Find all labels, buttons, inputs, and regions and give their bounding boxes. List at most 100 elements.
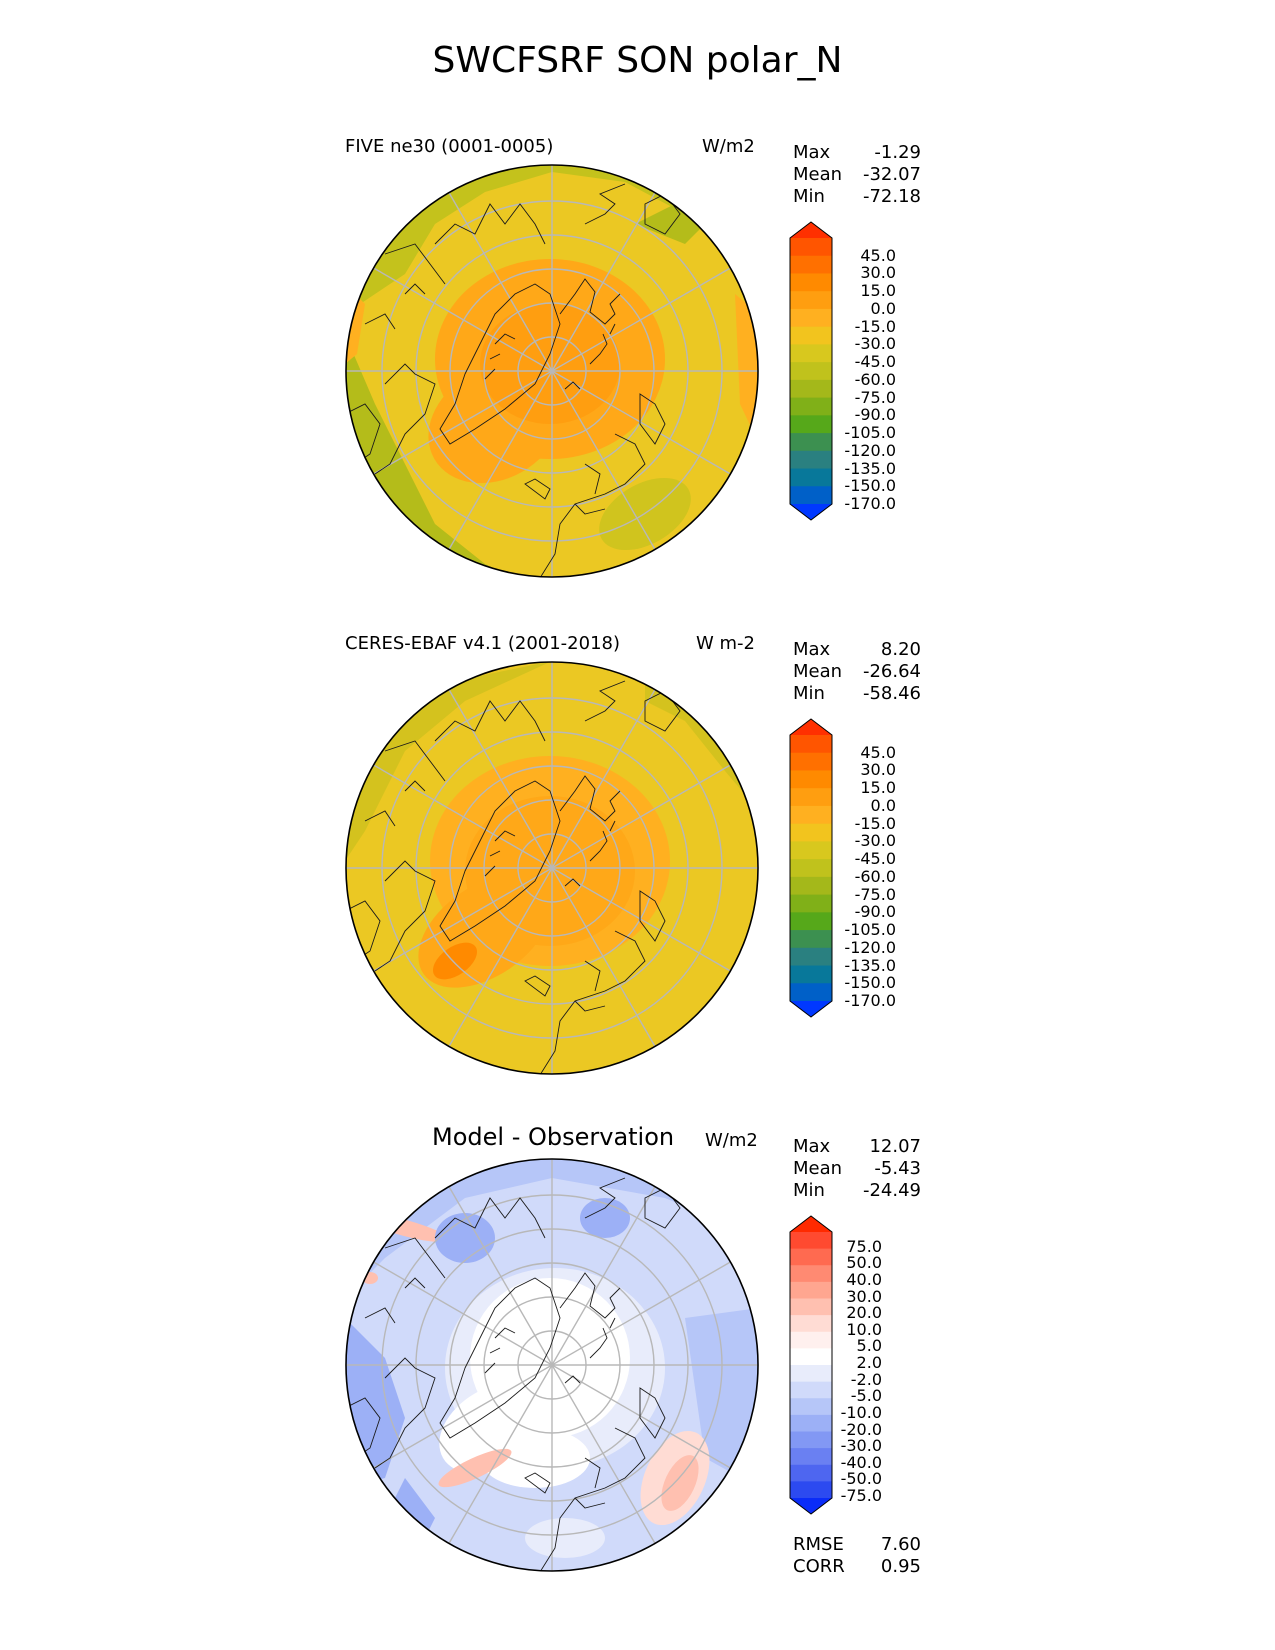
colorbar-segment xyxy=(790,983,832,1002)
coastline xyxy=(434,1197,546,1239)
colorbar-tick-label: 0.0 xyxy=(870,298,896,318)
colorbar-extend-top xyxy=(790,719,832,735)
colorbar-tick-label: -30.0 xyxy=(854,831,896,851)
colorbar-segment xyxy=(790,1248,832,1266)
colorbar-tick-label: -30.0 xyxy=(854,334,896,354)
coastline xyxy=(559,1272,621,1319)
colorbar-segment xyxy=(790,273,832,292)
colorbar-labels: 45.0 30.0 15.0 0.0 -15.0 -30.0 -45.0 -60.0 -75.0… xyxy=(836,719,896,1017)
colorbar-tick-label: -105.0 xyxy=(844,423,896,443)
colorbar-segment xyxy=(790,1298,832,1316)
stat-mean: Mean -32.07 xyxy=(793,164,921,185)
colorbar-tick-label: -20.0 xyxy=(840,1419,882,1439)
coastline xyxy=(584,183,626,225)
colorbar-segment xyxy=(790,823,832,842)
colorbar-tick-label: 2.0 xyxy=(856,1353,882,1372)
stat-mean: Mean -5.43 xyxy=(793,1158,921,1179)
coastline xyxy=(439,1277,561,1439)
colorbar-tick-label: -60.0 xyxy=(854,369,896,389)
colorbar-segment xyxy=(790,788,832,807)
coastline xyxy=(574,463,606,515)
colorbar-segment xyxy=(790,1348,832,1366)
stat-max: Max 12.07 xyxy=(793,1136,921,1157)
coastline xyxy=(484,830,516,877)
contour-region xyxy=(435,1213,495,1263)
coastline xyxy=(384,1237,446,1279)
colorbar-tick-label: 10.0 xyxy=(846,1319,882,1339)
colorbar xyxy=(789,1215,833,1515)
coastline xyxy=(639,890,666,942)
coastline xyxy=(564,323,616,390)
colorbar-tick-label: 45.0 xyxy=(860,245,896,265)
colorbar-segment xyxy=(790,1431,832,1449)
colorbar-tick-label: 40.0 xyxy=(846,1269,882,1289)
map-boundary xyxy=(345,661,759,1075)
colorbar-tick-label: -45.0 xyxy=(854,849,896,869)
colorbar-segment xyxy=(790,876,832,896)
colorbar-tick-label: 15.0 xyxy=(860,778,896,798)
colorbar-tick-label: -60.0 xyxy=(854,866,896,886)
colorbar-tick-label: -10.0 xyxy=(840,1402,882,1422)
coastline xyxy=(639,1387,666,1439)
colorbar-tick-label: -75.0 xyxy=(854,884,896,904)
colorbar-segment xyxy=(790,468,832,487)
colorbar-tick-label: 5.0 xyxy=(856,1336,882,1356)
coastline xyxy=(484,1327,516,1374)
coastline xyxy=(434,203,546,245)
map-field xyxy=(346,165,758,577)
colorbar-segment xyxy=(790,486,832,505)
coastline xyxy=(584,680,626,722)
colorbar-segment xyxy=(790,308,832,328)
colorbar-segment xyxy=(790,362,832,381)
polar-map xyxy=(345,1158,759,1572)
colorbar-outline xyxy=(789,1215,833,1515)
coastline xyxy=(439,780,561,942)
polar-map xyxy=(345,164,759,578)
colorbar-tick-label: -75.0 xyxy=(840,1486,882,1505)
colorbar-segment xyxy=(790,912,832,931)
polar-map xyxy=(345,661,759,1075)
coastline xyxy=(364,780,426,827)
colorbar-tick-label: -5.0 xyxy=(850,1386,882,1406)
fit-stats-block: RMSE 7.60 CORR 0.95 xyxy=(793,1534,921,1578)
map-field xyxy=(346,1159,758,1571)
contour-region xyxy=(438,1448,512,1488)
colorbar-segment xyxy=(790,752,832,772)
colorbar-tick-label: -15.0 xyxy=(854,813,896,833)
coastline xyxy=(539,930,646,1074)
colorbar-segment xyxy=(790,1481,832,1499)
panel-diff: Model - Observation W/m2 Max 12.07 Mean -5… xyxy=(0,1114,1275,1594)
colorbar-segment xyxy=(790,841,832,860)
colorbar-segment xyxy=(790,930,832,949)
stat-corr: CORR 0.95 xyxy=(793,1556,921,1577)
coastline xyxy=(524,1472,551,1494)
colorbar-segment xyxy=(790,238,832,257)
colorbar-segment xyxy=(790,1281,832,1300)
colorbar-tick-label: -135.0 xyxy=(844,458,896,478)
colorbar-segment xyxy=(790,1365,832,1383)
meridian-line xyxy=(373,764,731,972)
coastline xyxy=(559,278,621,325)
colorbar-extend-bottom xyxy=(790,504,832,520)
colorbar-segment xyxy=(790,805,832,825)
coastline xyxy=(364,283,426,330)
colorbar-tick-label: -105.0 xyxy=(844,920,896,940)
colorbar-segment xyxy=(790,1414,832,1433)
meridian-line xyxy=(373,1261,731,1469)
contour-region xyxy=(661,1455,699,1511)
coastline xyxy=(539,433,646,577)
units-label: W m-2 xyxy=(696,633,756,654)
colorbar-tick-label: -120.0 xyxy=(844,937,896,957)
map-field xyxy=(346,662,758,1074)
colorbar-tick-label: 0.0 xyxy=(870,795,896,815)
colorbar-segment xyxy=(790,1265,832,1283)
coastline xyxy=(374,1357,436,1469)
coastline xyxy=(539,1427,646,1571)
map-boundary xyxy=(345,1158,759,1572)
figure-title: SWCFSRF SON polar_N xyxy=(432,40,843,81)
coastline xyxy=(384,740,446,782)
contour-region xyxy=(346,165,758,314)
coastline xyxy=(639,393,666,445)
colorbar-extend-top xyxy=(790,1216,832,1232)
colorbar-tick-label: 75.0 xyxy=(846,1236,882,1256)
